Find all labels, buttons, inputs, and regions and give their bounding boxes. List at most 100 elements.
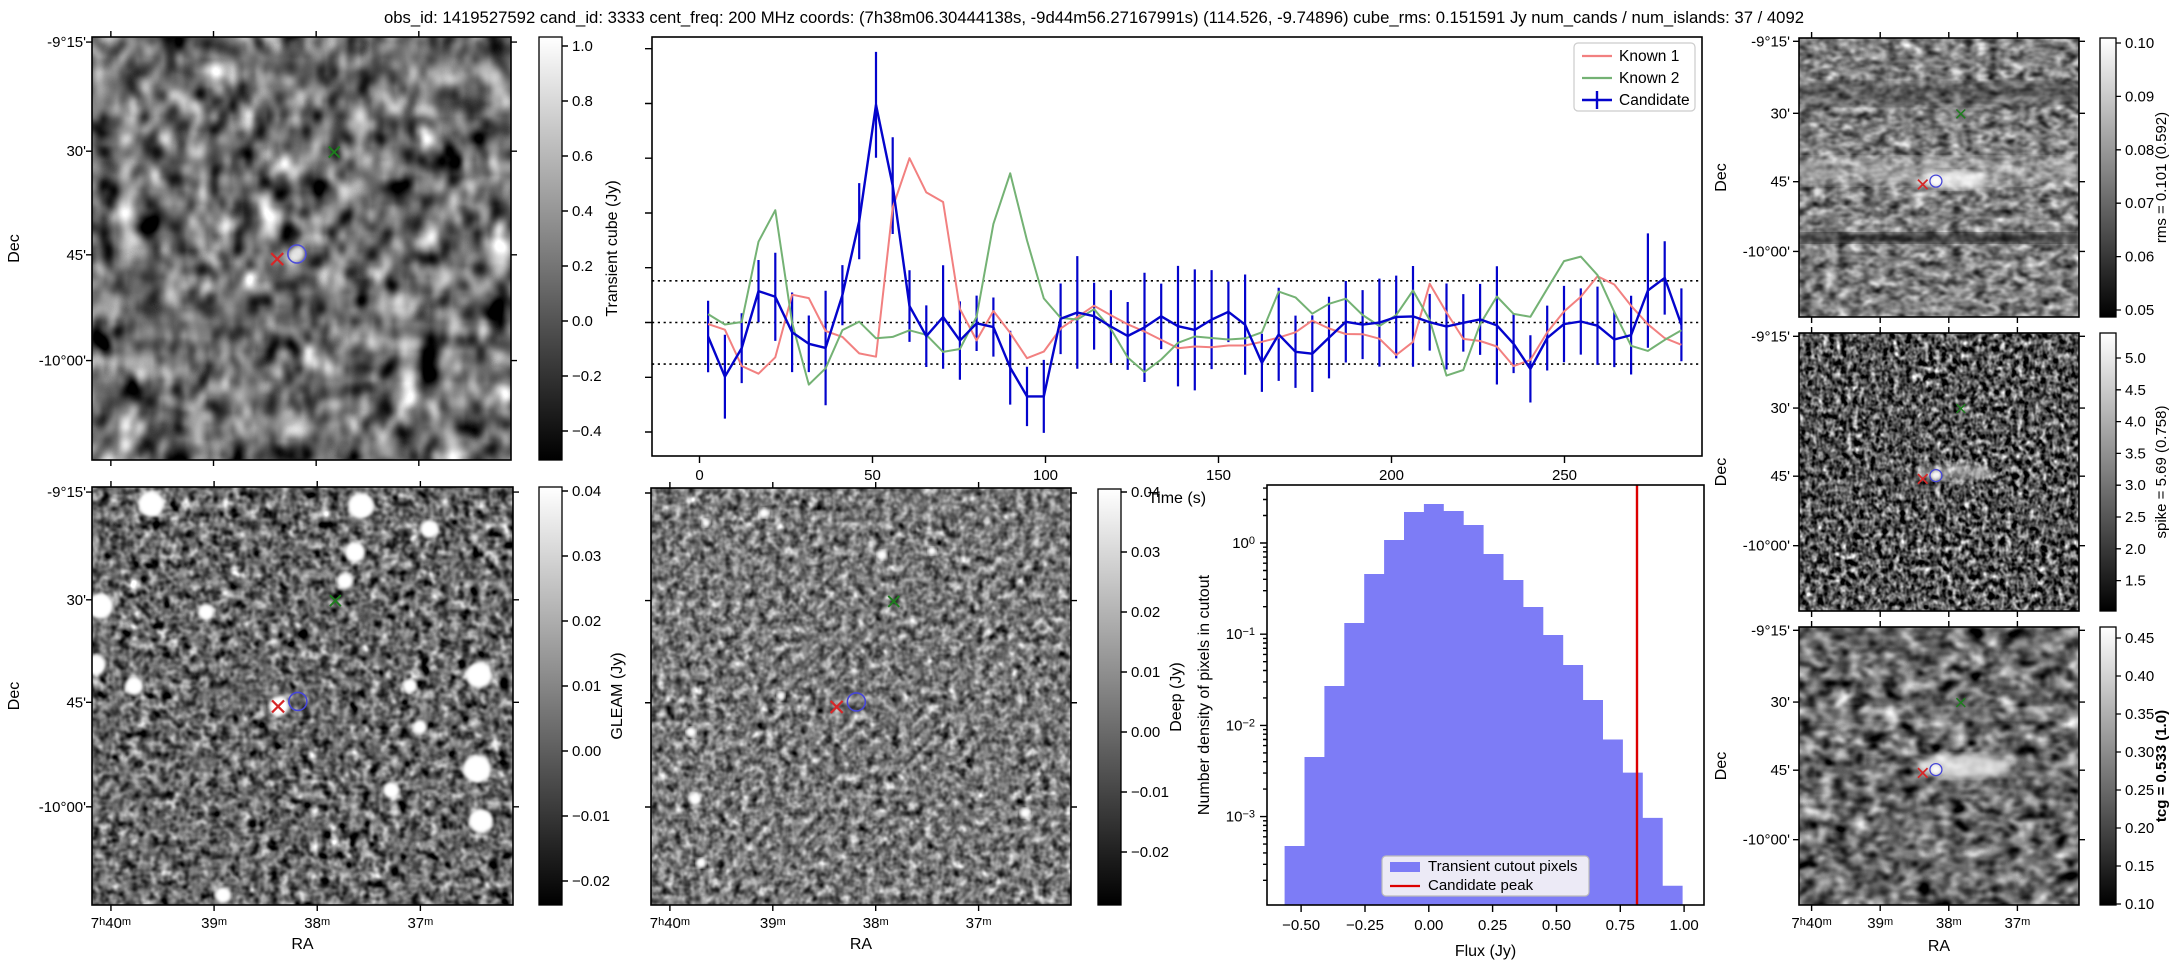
svg-text:0.09: 0.09	[2125, 88, 2154, 105]
svg-text:0.20: 0.20	[2125, 820, 2154, 837]
svg-text:0.08: 0.08	[2125, 142, 2154, 159]
svg-text:0.10: 0.10	[2125, 896, 2154, 913]
svg-text:200: 200	[1379, 467, 1404, 484]
svg-text:0.01: 0.01	[1131, 664, 1160, 681]
svg-text:-9°15': -9°15'	[1751, 328, 1790, 345]
svg-text:0.35: 0.35	[2125, 706, 2154, 723]
svg-text:tcg = 0.533 (1.0): tcg = 0.533 (1.0)	[2153, 710, 2170, 822]
svg-text:Deep (Jy): Deep (Jy)	[1168, 662, 1185, 731]
svg-text:0.00: 0.00	[1131, 724, 1160, 741]
svg-text:0.2: 0.2	[572, 258, 593, 275]
svg-text:0.03: 0.03	[1131, 544, 1160, 561]
svg-text:3.0: 3.0	[2125, 477, 2146, 494]
svg-text:0.25: 0.25	[2125, 782, 2154, 799]
svg-text:0.30: 0.30	[2125, 744, 2154, 761]
svg-text:0.10: 0.10	[2125, 35, 2154, 52]
svg-text:rms = 0.101 (0.592): rms = 0.101 (0.592)	[2153, 112, 2170, 243]
svg-text:-10°00': -10°00'	[39, 353, 86, 370]
svg-text:2.5: 2.5	[2125, 509, 2146, 526]
svg-text:-10°00': -10°00'	[39, 799, 86, 816]
svg-text:-10°00': -10°00'	[1743, 538, 1790, 555]
svg-text:0.06: 0.06	[2125, 249, 2154, 266]
svg-text:0.04: 0.04	[572, 483, 601, 500]
svg-text:3.5: 3.5	[2125, 445, 2146, 462]
svg-text:0.0: 0.0	[572, 313, 593, 330]
svg-text:0.04: 0.04	[1131, 484, 1160, 501]
svg-text:0.07: 0.07	[2125, 195, 2154, 212]
svg-text:Known 1: Known 1	[1619, 48, 1679, 65]
svg-text:Time (s): Time (s)	[1148, 490, 1206, 507]
svg-text:Dec: Dec	[1713, 163, 1730, 191]
svg-text:-9°15': -9°15'	[47, 484, 86, 501]
svg-text:Transient cube (Jy): Transient cube (Jy)	[604, 180, 621, 316]
svg-text:45': 45'	[66, 247, 86, 264]
svg-text:0.8: 0.8	[572, 93, 593, 110]
svg-text:Candidate: Candidate	[1619, 92, 1690, 109]
svg-text:1.5: 1.5	[2125, 573, 2146, 590]
svg-text:−0.2: −0.2	[572, 368, 602, 385]
svg-text:−0.01: −0.01	[1131, 784, 1169, 801]
svg-text:Number density of pixels in cu: Number density of pixels in cutout	[1196, 574, 1213, 815]
svg-text:0.01: 0.01	[572, 678, 601, 695]
svg-text:0.05: 0.05	[2125, 302, 2154, 319]
svg-text:0.40: 0.40	[2125, 668, 2154, 685]
svg-text:−0.25: −0.25	[1346, 917, 1384, 934]
svg-text:Dec: Dec	[1713, 752, 1730, 780]
svg-text:0.6: 0.6	[572, 148, 593, 165]
svg-text:Flux (Jy): Flux (Jy)	[1455, 943, 1516, 960]
svg-text:0.45: 0.45	[2125, 630, 2154, 647]
svg-text:−0.01: −0.01	[572, 808, 610, 825]
svg-text:45': 45'	[1770, 174, 1790, 191]
svg-text:Transient cutout pixels: Transient cutout pixels	[1428, 858, 1578, 875]
svg-text:30': 30'	[1770, 400, 1790, 417]
svg-text:0.00: 0.00	[1414, 917, 1443, 934]
svg-text:0.02: 0.02	[1131, 604, 1160, 621]
svg-text:spike = 5.69 (0.758): spike = 5.69 (0.758)	[2153, 405, 2170, 538]
svg-text:30': 30'	[66, 143, 86, 160]
svg-text:250: 250	[1552, 467, 1577, 484]
svg-text:0.02: 0.02	[572, 613, 601, 630]
svg-text:Dec: Dec	[6, 234, 23, 262]
svg-text:GLEAM (Jy): GLEAM (Jy)	[609, 652, 626, 739]
svg-text:4.0: 4.0	[2125, 414, 2146, 431]
svg-text:30': 30'	[66, 592, 86, 609]
svg-text:−0.4: −0.4	[572, 423, 602, 440]
svg-text:5.0: 5.0	[2125, 350, 2146, 367]
svg-text:0.03: 0.03	[572, 548, 601, 565]
svg-text:30': 30'	[1770, 105, 1790, 122]
svg-text:45': 45'	[66, 694, 86, 711]
svg-text:0.75: 0.75	[1606, 917, 1635, 934]
svg-text:1.00: 1.00	[1669, 917, 1698, 934]
svg-text:Known 2: Known 2	[1619, 70, 1679, 87]
svg-text:100: 100	[1033, 467, 1058, 484]
svg-text:2.0: 2.0	[2125, 541, 2146, 558]
svg-text:0.4: 0.4	[572, 203, 593, 220]
svg-text:0: 0	[695, 467, 703, 484]
svg-text:45': 45'	[1770, 762, 1790, 779]
svg-text:Dec: Dec	[1713, 458, 1730, 486]
svg-text:−0.02: −0.02	[1131, 844, 1169, 861]
svg-text:0.00: 0.00	[572, 743, 601, 760]
svg-text:RA: RA	[850, 936, 873, 953]
svg-text:-9°15': -9°15'	[47, 34, 86, 51]
svg-text:4.5: 4.5	[2125, 382, 2146, 399]
svg-text:−0.02: −0.02	[572, 873, 610, 890]
svg-text:Dec: Dec	[6, 682, 23, 710]
svg-text:RA: RA	[1928, 938, 1951, 955]
svg-text:-9°15': -9°15'	[1751, 622, 1790, 639]
svg-text:−0.50: −0.50	[1282, 917, 1320, 934]
svg-text:-10°00': -10°00'	[1743, 243, 1790, 260]
svg-text:45': 45'	[1770, 468, 1790, 485]
svg-text:0.50: 0.50	[1542, 917, 1571, 934]
svg-text:Candidate peak: Candidate peak	[1428, 877, 1534, 894]
svg-text:30': 30'	[1770, 694, 1790, 711]
svg-text:150: 150	[1206, 467, 1231, 484]
svg-text:-9°15': -9°15'	[1751, 33, 1790, 50]
svg-text:1.0: 1.0	[572, 38, 593, 55]
svg-text:RA: RA	[291, 936, 314, 953]
svg-text:50: 50	[864, 467, 881, 484]
svg-text:-10°00': -10°00'	[1743, 832, 1790, 849]
svg-text:0.25: 0.25	[1478, 917, 1507, 934]
svg-text:obs_id: 1419527592 cand_id: 33: obs_id: 1419527592 cand_id: 3333 cent_fr…	[384, 8, 1804, 27]
svg-text:0.15: 0.15	[2125, 858, 2154, 875]
